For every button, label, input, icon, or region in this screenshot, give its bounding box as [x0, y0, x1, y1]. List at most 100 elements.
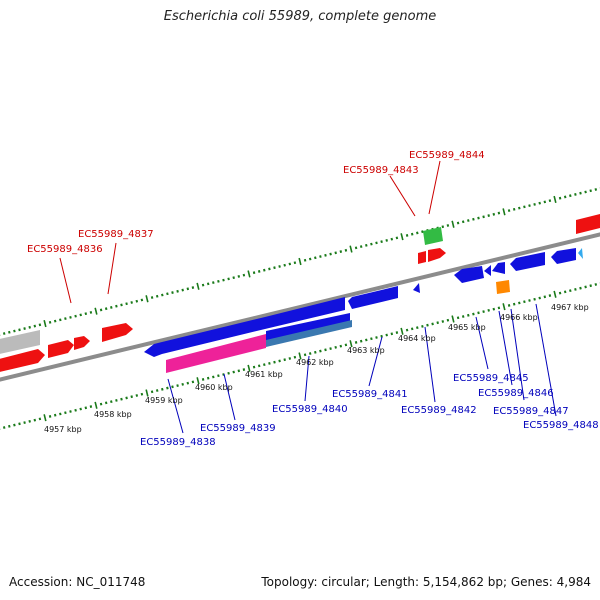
minor-tick [227, 277, 230, 281]
gene-block-blue[interactable] [162, 317, 265, 354]
label-leader-lines [59, 160, 557, 434]
major-tick [502, 303, 506, 311]
minor-tick [150, 390, 154, 394]
minor-tick [528, 204, 531, 208]
gene-block-green[interactable] [423, 227, 443, 245]
minor-tick [176, 384, 179, 388]
minor-tick [140, 392, 144, 396]
major-tick [196, 377, 200, 385]
minor-tick [2, 332, 6, 335]
scale-label: 4967 kbp [551, 303, 589, 312]
minor-tick [268, 267, 271, 271]
gene-block-steel[interactable] [266, 320, 352, 347]
minor-tick [2, 426, 6, 429]
gene-block-red[interactable] [418, 251, 426, 264]
minor-tick [140, 298, 144, 302]
minor-tick [446, 224, 450, 227]
minor-tick [314, 256, 317, 260]
minor-tick [375, 336, 378, 339]
gene-label[interactable]: EC55989_4846 [478, 388, 554, 399]
minor-tick [436, 321, 439, 325]
gene-block-blue[interactable] [266, 313, 350, 342]
minor-tick [237, 369, 241, 373]
minor-tick [467, 219, 470, 222]
gene-block-red[interactable] [48, 340, 74, 358]
gene-label[interactable]: EC55989_4847 [493, 406, 569, 417]
minor-tick [18, 422, 21, 426]
gene-label[interactable]: EC55989_4837 [78, 229, 154, 240]
gene-block-blue[interactable] [551, 248, 576, 264]
minor-tick [365, 338, 368, 342]
minor-tick [416, 326, 419, 330]
gene-label[interactable]: EC55989_4840 [272, 404, 348, 415]
minor-tick [166, 292, 169, 296]
minor-tick [329, 347, 332, 351]
minor-tick [186, 287, 190, 291]
minor-tick [171, 385, 174, 389]
minor-tick [441, 225, 445, 229]
gene-block-blue[interactable] [510, 252, 545, 271]
minor-tick [257, 270, 261, 273]
gene-block-cyan[interactable] [578, 248, 583, 259]
gene-label[interactable]: EC55989_4838 [140, 437, 216, 448]
minor-tick [212, 375, 215, 379]
gene-block-blue[interactable] [144, 342, 162, 357]
gene-block-blue[interactable] [348, 286, 398, 309]
minor-tick [339, 344, 343, 348]
minor-tick [288, 262, 292, 266]
minor-tick [64, 317, 67, 321]
gene-block-blue[interactable] [484, 265, 491, 276]
scale-label: 4962 kbp [296, 358, 334, 367]
minor-tick [319, 255, 322, 258]
minor-tick [472, 312, 475, 316]
gene-label[interactable]: EC55989_4842 [401, 405, 477, 416]
gene-label[interactable]: EC55989_4843 [343, 165, 419, 176]
major-tick [553, 195, 557, 204]
minor-tick [99, 402, 103, 406]
major-tick [43, 414, 47, 422]
leader-reverse [167, 378, 184, 434]
minor-tick [477, 311, 480, 315]
gene-block-blue[interactable] [454, 266, 484, 283]
gene-block-pink[interactable] [166, 334, 266, 373]
gene-block-red[interactable] [0, 349, 45, 373]
gene-label[interactable]: EC55989_4841 [332, 389, 408, 400]
minor-tick [155, 294, 159, 298]
gene-label[interactable]: EC55989_4839 [200, 423, 276, 434]
minor-tick [130, 301, 133, 304]
minor-tick [380, 240, 383, 244]
minor-tick [574, 287, 577, 291]
gene-label[interactable]: EC55989_4848 [523, 420, 599, 431]
gene-label[interactable]: EC55989_4844 [409, 150, 485, 161]
minor-tick [334, 345, 337, 349]
gene-block-red[interactable] [428, 248, 446, 262]
minor-tick [324, 253, 327, 257]
leader-reverse [535, 303, 557, 417]
gene-label[interactable]: EC55989_4836 [27, 244, 103, 255]
leader-reverse [475, 316, 489, 370]
gene-block-blue[interactable] [265, 297, 345, 329]
minor-tick [120, 397, 123, 401]
gene-block-orange[interactable] [496, 280, 510, 294]
gene-block-red[interactable] [576, 214, 600, 234]
minor-tick [84, 406, 88, 410]
minor-tick [115, 398, 118, 402]
minor-tick [421, 230, 424, 234]
gene-block-grey[interactable] [0, 330, 40, 355]
major-tick [145, 389, 149, 397]
minor-tick [594, 283, 598, 286]
minor-tick [59, 318, 62, 322]
gene-block-blue[interactable] [413, 283, 420, 293]
reverse-strand-genes [144, 248, 583, 373]
gene-block-red[interactable] [102, 323, 133, 342]
gene-block-blue[interactable] [492, 262, 505, 274]
leader-reverse [304, 355, 310, 402]
gene-block-red[interactable] [74, 336, 90, 350]
gene-label[interactable]: EC55989_4845 [453, 373, 529, 384]
minor-tick [257, 364, 261, 368]
minor-tick [48, 415, 52, 418]
major-tick [400, 233, 404, 241]
minor-tick [569, 194, 572, 198]
minor-tick [135, 299, 139, 303]
